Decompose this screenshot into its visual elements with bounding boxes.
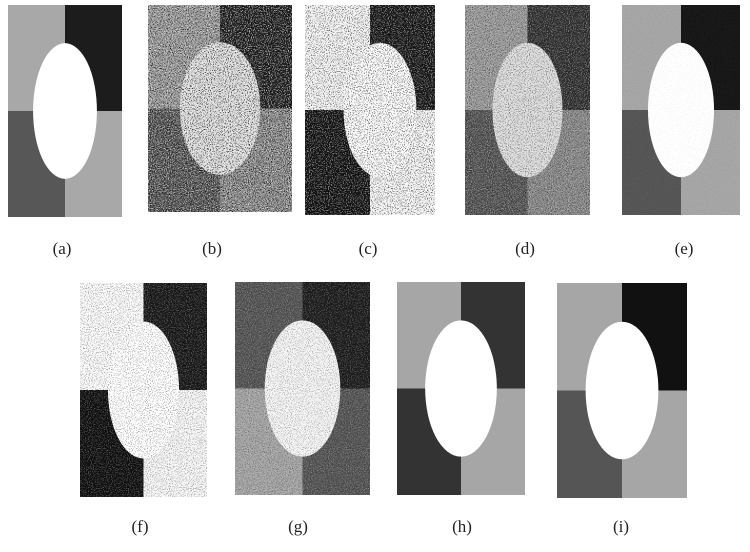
- panel-label: (f): [132, 517, 149, 536]
- image-panel: [305, 5, 435, 215]
- image-panel: [465, 5, 590, 215]
- noise: [80, 283, 207, 497]
- ellipse: [586, 322, 659, 460]
- image-panel: [557, 283, 687, 498]
- image-panel: [80, 283, 207, 497]
- figure: (a) (b) (c) (d) (e) (f) (g) (h) (i): [0, 0, 750, 547]
- ellipse: [33, 43, 97, 179]
- panel-label: (c): [359, 239, 378, 258]
- image-panel: [148, 5, 292, 212]
- noise: [465, 5, 590, 215]
- ellipse: [425, 320, 497, 456]
- image-panel: [622, 5, 740, 215]
- noise: [235, 282, 370, 495]
- noise: [305, 5, 435, 215]
- noise: [622, 5, 740, 215]
- panel-label: (a): [53, 239, 72, 258]
- image-panel: [397, 282, 525, 495]
- image-panel: [8, 5, 122, 217]
- panel-label: (g): [288, 517, 308, 536]
- panel-label: (e): [675, 239, 694, 258]
- panel-label: (d): [515, 239, 535, 258]
- panel-label: (b): [202, 239, 222, 258]
- panel-label: (i): [613, 517, 629, 536]
- image-panel: [235, 282, 370, 495]
- panel-label: (h): [452, 517, 472, 536]
- noise: [148, 5, 292, 212]
